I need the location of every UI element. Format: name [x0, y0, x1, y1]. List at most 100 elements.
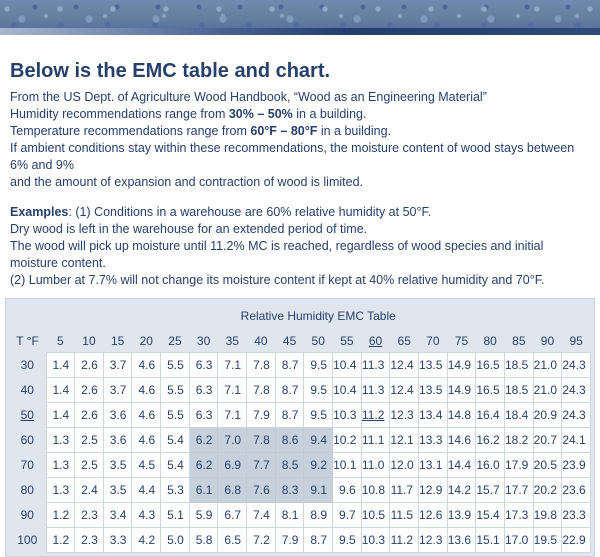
humidity-column-header: 70 [426, 334, 440, 348]
emc-value-cell: 11.3 [360, 352, 391, 378]
emc-value-cell: 11.0 [360, 452, 391, 478]
emc-value-cell: 20.5 [532, 452, 563, 478]
emc-value-cell: 4.2 [131, 527, 162, 553]
emc-value-cell: 5.1 [160, 502, 190, 528]
emc-value-cell: 3.4 [102, 502, 133, 528]
temperature-row-label: 80 [20, 483, 34, 497]
emc-value-cell: 23.9 [561, 452, 591, 478]
emc-value-cell: 9.5 [303, 352, 334, 378]
emc-value-cell: 1.4 [45, 352, 76, 378]
intro-paragraph: From the US Dept. of Agriculture Wood Ha… [10, 89, 590, 191]
temperature-row-label: 100 [17, 533, 38, 547]
emc-value-cell: 3.7 [102, 352, 133, 378]
emc-table-row: 40 1.4 2.6 3.7 4.6 5.5 6.3 7.1 7.8 8.7 9.5 10.4 11.3… [9, 377, 591, 403]
emc-value-cell: 12.6 [418, 502, 448, 528]
emc-value-cell: 12.9 [418, 477, 448, 503]
humidity-column-header: 45 [282, 334, 297, 348]
temperature-row-label: 60 [20, 433, 34, 447]
body-text: (2) Lumber at 7.7% will not change its m… [10, 273, 545, 287]
emc-value-cell: 15.1 [475, 527, 505, 553]
humidity-column-header: 10 [82, 334, 96, 348]
emc-value-cell: 8.3 [274, 477, 305, 503]
humidity-column-header: 65 [397, 334, 411, 348]
emc-value-cell: 18.5 [504, 352, 534, 378]
emc-value-cell: 3.6 [102, 402, 133, 428]
emc-value-cell: 12.3 [418, 527, 448, 553]
humidity-column-header: 35 [225, 334, 239, 348]
emc-value-cell: 8.7 [274, 377, 305, 403]
humidity-column-header: 60 [368, 334, 383, 348]
emc-value-cell: 14.2 [446, 477, 477, 503]
emc-value-cell: 15.7 [475, 477, 505, 503]
emc-value-cell: 24.3 [561, 352, 591, 378]
emc-value-cell: 21.0 [532, 377, 563, 403]
emc-value-cell: 7.1 [217, 402, 248, 428]
humidity-column-header: 75 [454, 334, 469, 348]
emc-value-cell: 6.7 [217, 502, 248, 528]
emc-value-cell: 17.9 [504, 452, 534, 478]
humidity-column-header: 40 [254, 334, 268, 348]
emc-value-cell: 5.8 [188, 527, 219, 553]
emc-value-cell: 12.4 [389, 377, 420, 403]
emc-value-cell: 18.2 [504, 427, 534, 453]
emc-value-cell: 12.4 [389, 352, 420, 378]
emc-value-cell: 17.3 [504, 502, 534, 528]
emc-value-cell: 20.9 [532, 402, 563, 428]
emc-value-cell: 13.9 [446, 502, 477, 528]
emc-value-cell: 3.5 [102, 477, 133, 503]
emc-value-cell: 4.6 [131, 377, 162, 403]
emc-value-cell: 9.5 [332, 527, 362, 553]
page-title: Below is the EMC table and chart. [10, 60, 331, 82]
emc-value-cell: 24.3 [561, 402, 591, 428]
body-text: in a building. [292, 107, 367, 121]
emc-value-cell: 6.2 [188, 452, 219, 478]
emc-value-cell: 8.5 [274, 452, 305, 478]
emc-value-cell: 7.1 [217, 377, 248, 403]
emc-value-cell: 16.5 [475, 377, 505, 403]
emc-value-cell: 1.3 [45, 427, 76, 453]
emc-value-cell: 10.4 [332, 377, 362, 403]
emc-value-cell: 7.7 [246, 452, 276, 478]
emc-value-cell: 1.2 [45, 527, 76, 553]
emc-value-cell: 6.1 [188, 477, 219, 503]
emc-value-cell: 16.0 [475, 452, 505, 478]
emc-value-cell: 2.6 [74, 402, 104, 428]
emc-value-cell: 5.4 [160, 452, 190, 478]
temperature-row-label: 70 [20, 458, 34, 472]
emc-value-cell: 14.6 [446, 427, 477, 453]
emc-value-cell: 9.2 [303, 452, 334, 478]
emc-value-cell: 7.8 [246, 427, 276, 453]
emc-table-row: 100 1.2 2.3 3.3 4.2 5.0 5.8 6.5 7.2 7.9 8.7 9.5 10.3… [9, 527, 591, 553]
emc-value-cell: 3.6 [102, 427, 133, 453]
emc-value-cell: 2.6 [74, 377, 104, 403]
emc-value-cell: 19.5 [532, 527, 563, 553]
emc-value-cell: 21.0 [532, 352, 563, 378]
humidity-column-header: 95 [569, 334, 583, 348]
emc-value-cell: 20.2 [532, 477, 563, 503]
emc-value-cell: 4.6 [131, 352, 162, 378]
emc-value-cell: 5.5 [160, 402, 190, 428]
emc-value-cell: 1.3 [45, 452, 76, 478]
emc-value-cell: 1.3 [45, 477, 76, 503]
emc-value-cell: 22.9 [561, 527, 591, 553]
emc-value-cell: 15.4 [475, 502, 505, 528]
emc-value-cell: 5.4 [160, 427, 190, 453]
emc-value-cell: 18.5 [504, 377, 534, 403]
emc-value-cell: 3.7 [102, 377, 133, 403]
humidity-column-header: 80 [483, 334, 497, 348]
emc-value-cell: 11.3 [360, 377, 391, 403]
emc-value-cell: 8.7 [274, 352, 305, 378]
emc-value-cell: 6.3 [188, 352, 219, 378]
humidity-column-header: 20 [139, 334, 153, 348]
emc-value-cell: 2.5 [74, 427, 104, 453]
emc-value-cell: 4.6 [131, 427, 162, 453]
body-text: If ambient conditions stay within these … [10, 141, 575, 172]
column-header-row: T °F 5 10 15 20 25 30 35 40 45 50 55 60 65 70 75 80 85 90… [9, 330, 591, 353]
body-text: : (1) Conditions in a warehouse are 60% … [68, 205, 432, 219]
emc-value-cell: 7.9 [274, 527, 305, 553]
temperature-row-label: 30 [20, 358, 34, 372]
emc-table: Relative Humidity EMC Table T °F 5 10 15 20… [9, 302, 591, 553]
emc-table-container: Relative Humidity EMC Table T °F 5 10 15 20… [5, 298, 595, 557]
emc-value-cell: 2.3 [74, 502, 104, 528]
emc-value-cell: 10.3 [332, 402, 362, 428]
